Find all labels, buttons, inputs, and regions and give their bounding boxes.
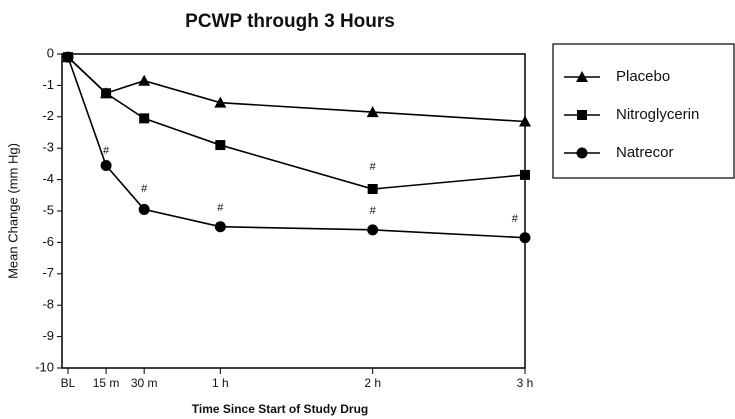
marker xyxy=(100,159,112,171)
y-tick-label: -10 xyxy=(35,359,54,374)
annotation: # xyxy=(512,213,519,225)
marker xyxy=(62,51,74,63)
y-tick-label: -8 xyxy=(42,297,54,312)
legend-marker xyxy=(576,147,588,159)
y-tick-label: -4 xyxy=(42,171,54,186)
y-tick-label: -9 xyxy=(42,328,54,343)
y-tick-label: -6 xyxy=(42,234,54,249)
annotation: # xyxy=(217,202,224,214)
series-line xyxy=(67,56,526,123)
y-tick-label: -3 xyxy=(42,140,54,155)
y-tick-label: -5 xyxy=(42,202,54,217)
x-tick-label: 3 h xyxy=(517,376,534,390)
legend-marker xyxy=(577,110,587,120)
x-tick-label: BL xyxy=(61,376,76,390)
marker xyxy=(519,232,531,244)
marker xyxy=(520,169,530,180)
chart-title: PCWP through 3 Hours xyxy=(185,11,395,32)
y-tick-label: 0 xyxy=(47,45,54,60)
plot-frame xyxy=(61,53,526,369)
y-tick-label: -2 xyxy=(42,108,54,123)
annotation: # xyxy=(141,183,148,195)
marker xyxy=(367,224,379,236)
marker xyxy=(101,88,112,99)
x-axis-label: Time Since Start of Study Drug xyxy=(192,402,368,416)
series-line xyxy=(67,56,526,190)
y-axis-label: Mean Change (mm Hg) xyxy=(5,143,20,279)
marker xyxy=(214,96,227,108)
legend-marker xyxy=(576,71,588,82)
marker xyxy=(367,184,378,195)
y-tick-label: -1 xyxy=(42,77,54,92)
marker xyxy=(214,221,226,233)
annotation: # xyxy=(370,205,377,217)
marker xyxy=(215,140,226,151)
legend-label: Placebo xyxy=(616,68,670,85)
y-tick-label: -7 xyxy=(42,265,54,280)
x-tick-label: 30 m xyxy=(131,376,158,390)
marker xyxy=(138,203,150,215)
x-tick-label: 1 h xyxy=(212,376,229,390)
x-tick-label: 2 h xyxy=(364,376,381,390)
legend-label: Nitroglycerin xyxy=(616,106,699,123)
annotation: # xyxy=(103,145,110,157)
legend-box xyxy=(552,43,735,179)
marker xyxy=(138,74,151,86)
marker xyxy=(519,115,531,127)
annotation: # xyxy=(370,161,377,173)
marker xyxy=(139,113,150,124)
x-tick-label: 15 m xyxy=(93,376,120,390)
series-line xyxy=(67,56,526,239)
legend-label: Natrecor xyxy=(616,144,674,161)
marker xyxy=(366,106,379,118)
